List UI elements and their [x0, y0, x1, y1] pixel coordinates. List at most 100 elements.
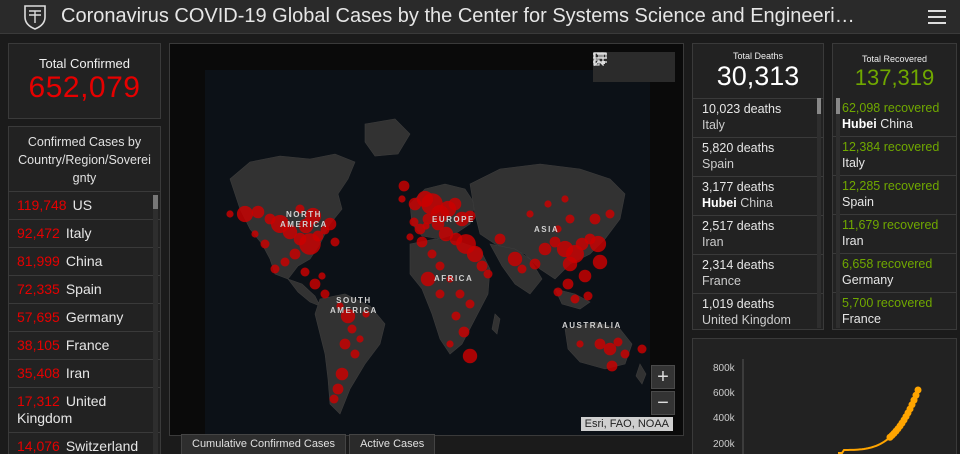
case-bubble[interactable] — [282, 224, 298, 240]
case-bubble[interactable] — [356, 335, 364, 343]
case-bubble[interactable] — [350, 349, 360, 359]
case-bubble[interactable] — [340, 308, 356, 324]
case-bubble[interactable] — [494, 233, 506, 245]
case-bubble[interactable] — [538, 242, 552, 256]
hamburger-menu-icon[interactable] — [926, 6, 948, 28]
case-bubble[interactable] — [583, 291, 593, 301]
case-bubble[interactable] — [605, 209, 615, 219]
case-bubble[interactable] — [464, 210, 476, 222]
case-bubble[interactable] — [594, 338, 606, 350]
case-bubble[interactable] — [226, 210, 234, 218]
list-item[interactable]: 1,019 deaths United Kingdom — [693, 294, 823, 329]
case-bubble[interactable] — [565, 214, 575, 224]
list-item[interactable]: 10,023 deaths Italy — [693, 99, 823, 138]
case-bubble[interactable] — [309, 278, 321, 290]
zoom-in-button[interactable]: + — [651, 365, 675, 389]
case-bubble[interactable] — [295, 204, 305, 214]
case-bubble[interactable] — [427, 249, 437, 259]
case-bubble[interactable] — [329, 394, 339, 404]
case-bubble[interactable] — [613, 337, 623, 347]
case-bubble[interactable] — [438, 226, 454, 242]
zoom-out-button[interactable]: − — [651, 391, 675, 415]
list-item[interactable]: 38,105 France — [9, 332, 160, 360]
case-bubble[interactable] — [446, 340, 454, 348]
world-map[interactable]: NORTH AMERICA EUROPE ASIA AFRICA SOUTH AME… — [169, 43, 684, 436]
case-bubble[interactable] — [323, 217, 337, 231]
list-item[interactable]: 5,700 recovered France — [833, 293, 956, 329]
case-bubble[interactable] — [507, 251, 523, 267]
case-bubble[interactable] — [589, 213, 601, 225]
case-bubble[interactable] — [578, 269, 592, 283]
case-bubble[interactable] — [398, 180, 410, 192]
qr-icon[interactable] — [593, 52, 674, 82]
list-item[interactable]: 3,177 deaths Hubei China — [693, 177, 823, 216]
case-bubble[interactable] — [362, 310, 370, 318]
case-bubble[interactable] — [298, 218, 314, 234]
case-bubble[interactable] — [335, 367, 349, 381]
case-bubble[interactable] — [465, 299, 475, 309]
case-bubble[interactable] — [300, 267, 310, 277]
case-bubble[interactable] — [544, 200, 552, 208]
list-item[interactable]: 57,695 Germany — [9, 304, 160, 332]
list-item[interactable]: 119,748 US — [9, 192, 160, 220]
case-bubble[interactable] — [406, 233, 414, 241]
list-item[interactable]: 12,384 recovered Italy — [833, 137, 956, 176]
case-bubble[interactable] — [576, 340, 584, 348]
case-bubble[interactable] — [409, 217, 419, 227]
case-bubble[interactable] — [347, 324, 357, 334]
list-item[interactable]: 11,679 recovered Iran — [833, 215, 956, 254]
case-bubble[interactable] — [251, 205, 265, 219]
case-bubble[interactable] — [458, 326, 470, 338]
case-bubble[interactable] — [280, 257, 290, 267]
case-bubble[interactable] — [526, 210, 534, 218]
confirmed-list-scrollbar[interactable] — [153, 195, 158, 454]
case-bubble[interactable] — [422, 213, 434, 225]
case-bubble[interactable] — [270, 264, 280, 274]
case-bubble[interactable] — [236, 205, 254, 223]
case-bubble[interactable] — [435, 289, 445, 299]
case-bubble[interactable] — [476, 260, 488, 272]
list-icon[interactable] — [593, 52, 647, 82]
case-bubble[interactable] — [554, 225, 562, 233]
case-bubble[interactable] — [483, 269, 493, 279]
case-bubble[interactable] — [422, 222, 430, 230]
case-bubble[interactable] — [620, 349, 630, 359]
case-bubble[interactable] — [330, 237, 340, 247]
case-bubble[interactable] — [603, 342, 617, 356]
case-bubble[interactable] — [332, 383, 344, 395]
case-bubble[interactable] — [431, 217, 445, 231]
case-bubble[interactable] — [637, 344, 647, 354]
deaths-scrollbar[interactable] — [817, 98, 821, 328]
case-bubble[interactable] — [570, 294, 580, 304]
case-bubble[interactable] — [562, 278, 574, 290]
case-bubble[interactable] — [251, 230, 259, 238]
case-bubble[interactable] — [455, 289, 465, 299]
case-bubble[interactable] — [416, 236, 428, 248]
case-bubble[interactable] — [435, 261, 445, 271]
case-bubble[interactable] — [529, 258, 541, 270]
case-bubble[interactable] — [398, 195, 406, 203]
tab-cumulative-confirmed[interactable]: Cumulative Confirmed Cases — [181, 434, 347, 454]
case-bubble[interactable] — [420, 271, 436, 287]
list-item[interactable]: 81,999 China — [9, 248, 160, 276]
case-bubble[interactable] — [289, 248, 301, 260]
case-bubble[interactable] — [561, 195, 569, 203]
case-bubble[interactable] — [448, 197, 462, 211]
case-bubble[interactable] — [589, 235, 607, 253]
case-bubble[interactable] — [339, 338, 351, 350]
case-bubble[interactable] — [592, 254, 608, 270]
case-bubble[interactable] — [462, 348, 478, 364]
list-item[interactable]: 2,517 deaths Iran — [693, 216, 823, 255]
case-bubble[interactable] — [517, 264, 527, 274]
list-item[interactable]: 35,408 Iran — [9, 360, 160, 388]
list-item[interactable]: 72,335 Spain — [9, 276, 160, 304]
list-item[interactable]: 2,314 deaths France — [693, 255, 823, 294]
case-bubble[interactable] — [549, 236, 561, 248]
case-bubble[interactable] — [336, 302, 344, 310]
case-bubble[interactable] — [312, 230, 324, 242]
list-item[interactable]: 62,098 recovered Hubei China — [833, 98, 956, 137]
list-item[interactable]: 92,472 Italy — [9, 220, 160, 248]
case-bubble[interactable] — [446, 275, 454, 283]
case-bubble[interactable] — [318, 272, 326, 280]
case-bubble[interactable] — [466, 245, 484, 263]
